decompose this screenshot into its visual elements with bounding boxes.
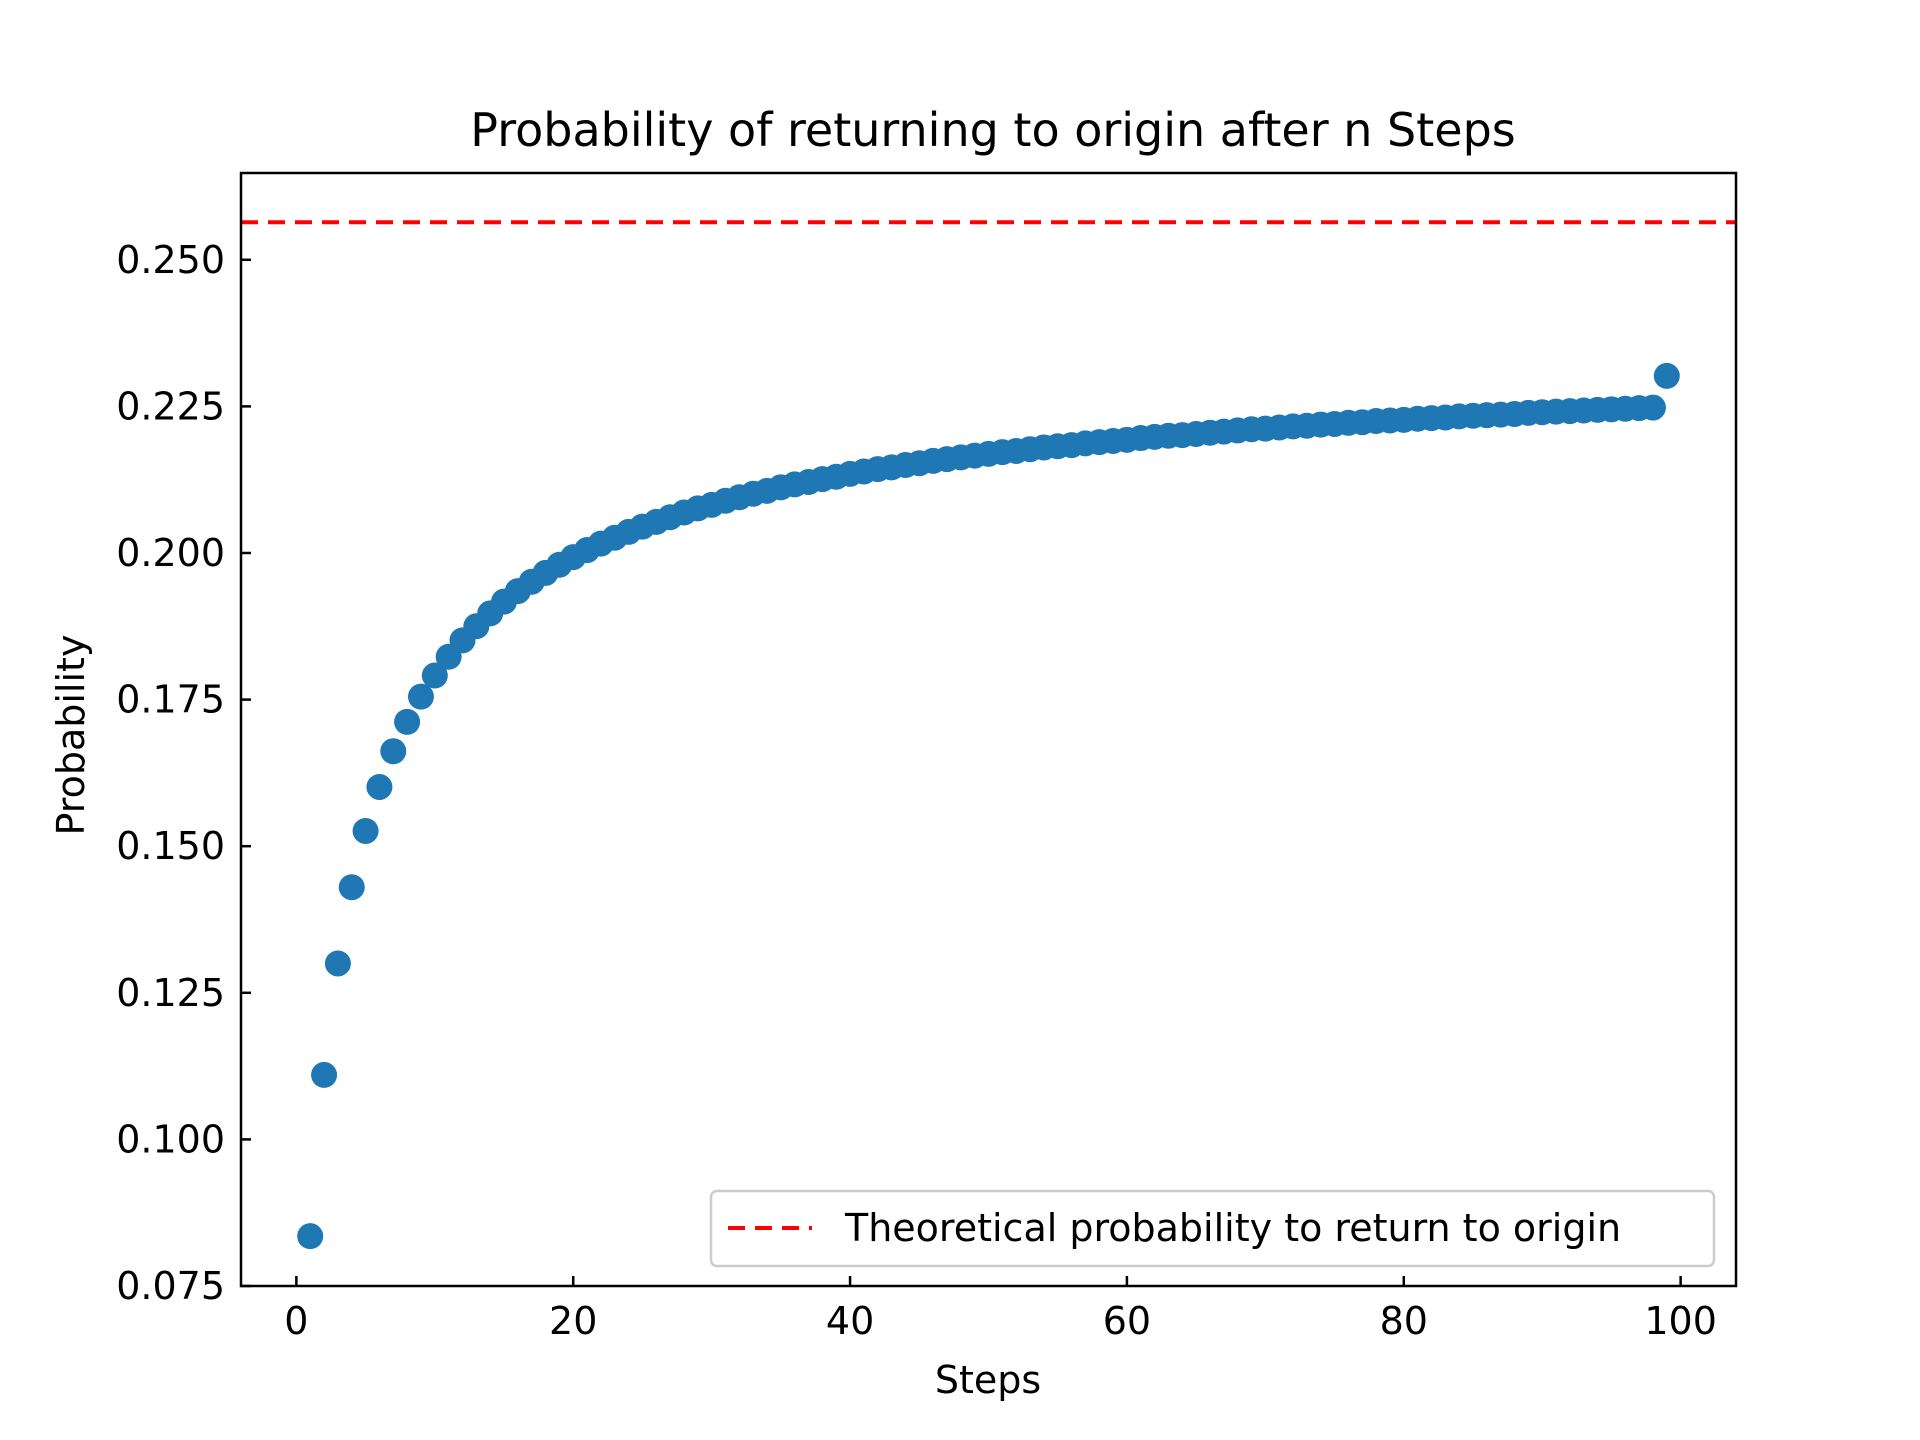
data-point: [352, 817, 379, 844]
plot-area: [241, 173, 1736, 1286]
plot-background: [241, 173, 1736, 1286]
legend: Theoretical probability to return to ori…: [709, 1189, 1716, 1268]
y-axis-label: Probability: [49, 635, 93, 836]
data-point: [407, 683, 434, 710]
data-point: [297, 1223, 324, 1250]
data-point: [380, 738, 407, 765]
x-tick-label: 40: [826, 1299, 874, 1343]
x-tick-label: 0: [284, 1299, 308, 1343]
data-point: [311, 1061, 338, 1088]
y-tick-label: 0.175: [116, 678, 225, 722]
y-tick-label: 0.150: [116, 824, 225, 868]
y-tick-label: 0.075: [116, 1264, 225, 1308]
x-tick-label: 80: [1380, 1299, 1428, 1343]
data-point: [366, 773, 393, 800]
scatter-points: [297, 362, 1680, 1250]
y-tick-label: 0.200: [116, 531, 225, 575]
y-tick-label: 0.225: [116, 384, 225, 428]
x-tick-label: 60: [1103, 1299, 1151, 1343]
legend-label: Theoretical probability to return to ori…: [844, 1206, 1621, 1250]
x-tick-label: 20: [549, 1299, 597, 1343]
y-tick-label: 0.125: [116, 971, 225, 1015]
data-point: [1653, 362, 1680, 389]
legend-box: [709, 1189, 1716, 1268]
data-point: [338, 874, 365, 901]
y-tick-label: 0.250: [116, 238, 225, 282]
data-point: [421, 662, 448, 689]
x-axis-label: Steps: [935, 1358, 1041, 1402]
data-point: [394, 708, 421, 735]
y-axis-ticks: 0.075 0.100 0.125 0.150 0.175 0.200 0.225 0.250: [116, 238, 251, 1308]
x-tick-label: 100: [1644, 1299, 1717, 1343]
chart-title: Probability of returning to origin after…: [470, 103, 1515, 157]
data-point: [1639, 394, 1666, 421]
x-axis-ticks: 0 20 40 60 80 100: [284, 1276, 1717, 1343]
data-point: [324, 950, 351, 977]
axes-frame: [239, 171, 1738, 1288]
y-tick-label: 0.100: [116, 1117, 225, 1161]
